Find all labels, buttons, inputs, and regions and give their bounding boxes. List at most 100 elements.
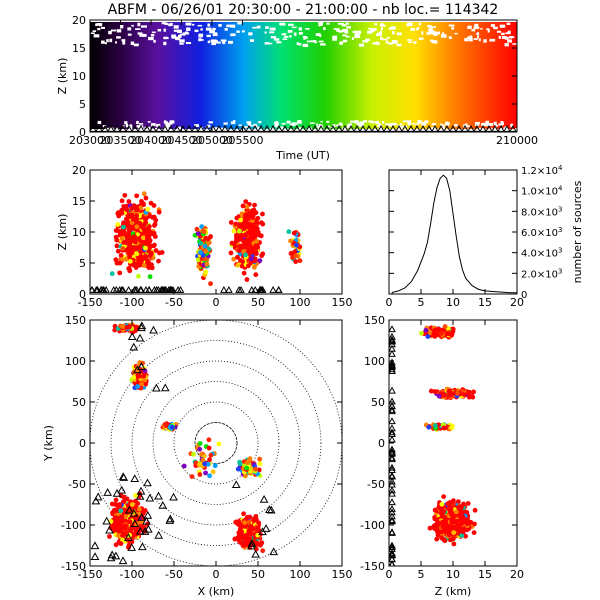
station-marker	[125, 124, 133, 132]
source-point	[149, 262, 154, 268]
gap-speckle	[386, 37, 390, 39]
gap-speckle	[494, 124, 498, 127]
station-marker	[467, 124, 475, 132]
gap-speckle	[442, 32, 445, 36]
source-point	[205, 461, 211, 467]
gap-speckle	[232, 120, 236, 123]
y-tick-label: 0	[79, 288, 86, 301]
source-point	[203, 248, 209, 254]
source-point	[459, 520, 465, 526]
gap-speckle	[198, 35, 203, 38]
source-point	[450, 536, 456, 542]
source-point	[122, 192, 128, 198]
gap-speckle	[283, 35, 289, 38]
gap-speckle	[316, 125, 319, 128]
x-tick-label: 0	[386, 568, 393, 581]
gap-speckle	[483, 123, 489, 127]
station-marker	[389, 335, 396, 343]
gap-speckle	[508, 36, 513, 39]
station-marker	[389, 340, 396, 348]
station-marker	[389, 453, 396, 461]
station-marker	[389, 448, 396, 456]
gap-speckle	[206, 34, 211, 38]
x-tick-label: 0	[386, 296, 393, 309]
station-marker	[251, 549, 261, 558]
gap-speckle	[226, 24, 231, 28]
gap-speckle	[326, 125, 330, 128]
source-point	[181, 463, 187, 469]
gap-speckle	[416, 26, 420, 29]
x-tick-label: 150	[332, 296, 353, 309]
y-tick-label: 50	[371, 396, 385, 409]
station-marker	[160, 383, 170, 392]
gap-speckle	[487, 122, 493, 127]
source-point	[238, 224, 244, 229]
station-marker	[371, 124, 379, 132]
source-point	[123, 514, 128, 520]
source-point	[442, 392, 448, 398]
plan-view-station-markers	[90, 321, 279, 565]
gap-speckle	[342, 34, 347, 37]
gap-speckle	[291, 26, 297, 29]
station-marker	[203, 124, 211, 132]
station-marker	[461, 124, 469, 132]
station-marker	[383, 124, 391, 132]
gap-speckle	[487, 29, 490, 33]
height-histogram-panel: 0 5 10 15 2002.0×1034.0×1036.0×1038.0×1031.0…	[386, 164, 585, 309]
source-point	[133, 526, 139, 532]
station-marker	[455, 124, 463, 132]
gap-speckle	[487, 129, 490, 132]
station-marker	[329, 124, 337, 132]
gap-speckle	[362, 40, 369, 43]
station-marker	[136, 362, 146, 371]
source-point	[129, 205, 135, 211]
source-point	[129, 502, 135, 507]
gap-speckle	[424, 120, 429, 124]
gap-speckle	[163, 28, 166, 32]
source-point	[121, 204, 127, 209]
gap-speckle	[339, 41, 343, 45]
gap-speckle	[504, 43, 509, 47]
gap-speckle	[381, 121, 385, 124]
source-point	[138, 249, 144, 255]
height-y-station-markers	[389, 325, 396, 566]
gap-speckle	[194, 124, 199, 128]
gap-speckle	[247, 123, 251, 126]
station-marker	[413, 124, 421, 132]
source-point	[448, 511, 454, 517]
gap-speckle	[481, 128, 486, 130]
gap-speckle	[465, 125, 470, 128]
gap-speckle	[418, 37, 424, 40]
gap-speckle	[454, 123, 458, 127]
gap-speckle	[293, 32, 297, 36]
station-marker	[389, 424, 396, 432]
source-point	[118, 230, 124, 236]
gap-speckle	[185, 22, 192, 26]
source-point	[464, 521, 470, 527]
gap-speckle	[332, 129, 337, 132]
source-point	[204, 261, 210, 267]
gap-speckle	[354, 34, 361, 38]
station-marker	[401, 124, 409, 132]
station-marker	[479, 124, 487, 132]
x-tick-label: -100	[120, 568, 145, 581]
plan-view-ticks: -150 -100 -50 0 50 100 150 -150 -100 -50 0 50 100 150	[61, 314, 352, 581]
gap-speckle	[400, 123, 403, 125]
gap-speckle	[416, 28, 419, 31]
gap-speckle	[501, 32, 505, 36]
station-marker	[101, 124, 109, 132]
gap-speckle	[116, 29, 122, 33]
gap-speckle	[378, 31, 383, 35]
station-marker	[113, 124, 121, 132]
station-marker	[265, 505, 274, 514]
gap-speckle	[374, 121, 378, 123]
station-marker	[259, 494, 269, 503]
gap-speckle	[212, 27, 215, 30]
source-point	[152, 221, 158, 227]
source-point	[235, 466, 241, 472]
gap-speckle	[109, 38, 113, 43]
gap-speckle	[205, 27, 212, 31]
gap-speckle	[137, 126, 142, 129]
source-point	[126, 240, 132, 246]
source-point	[113, 234, 119, 240]
